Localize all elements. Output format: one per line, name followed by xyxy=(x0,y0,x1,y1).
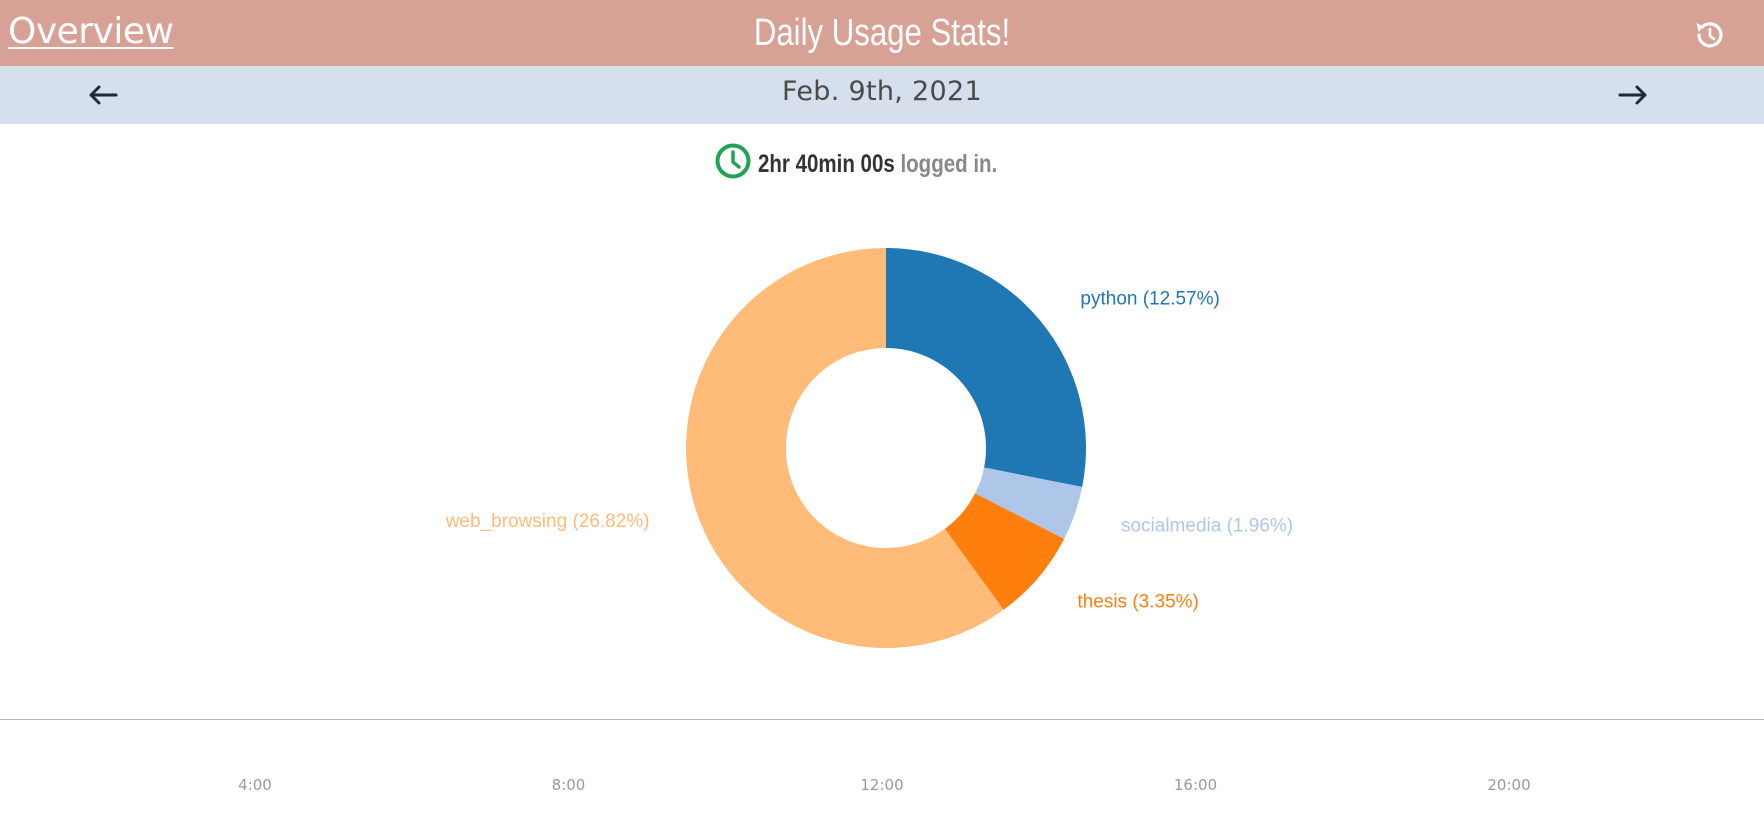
slice-label-socialmedia: socialmedia (1.96%) xyxy=(1121,515,1293,536)
overview-link[interactable]: Overview xyxy=(8,11,174,52)
slice-label-python: python (12.57%) xyxy=(1080,288,1219,309)
donut-slice-thesis xyxy=(944,493,1065,610)
donut-slice-python xyxy=(886,248,1087,487)
header-bar: Overview Daily Usage Stats! xyxy=(0,0,1764,66)
time-logged-summary: 2hr 40min 00s logged in. xyxy=(0,142,1764,182)
current-date: Feb. 9th, 2021 xyxy=(782,76,982,107)
usage-donut-chart: python (12.57%) socialmedia (1.96%) thesis… xyxy=(445,248,1293,648)
slice-label-web_browsing: web_browsing (26.82%) xyxy=(445,511,650,532)
timeline-tick: 12:00 xyxy=(860,776,904,794)
donut-slice-socialmedia xyxy=(975,467,1083,539)
donut-slice-web_browsing xyxy=(685,248,1004,648)
arrow-left-icon[interactable] xyxy=(86,80,120,110)
timeline-tick: 4:00 xyxy=(238,776,272,794)
logged-suffix: logged in. xyxy=(900,149,998,178)
clock-icon xyxy=(714,142,752,180)
logged-duration: 2hr 40min 00s xyxy=(758,149,895,178)
reset-icon[interactable] xyxy=(1690,15,1730,55)
page-title: Daily Usage Stats! xyxy=(753,12,1011,54)
slice-label-thesis: thesis (3.35%) xyxy=(1077,591,1198,612)
timeline-tick: 20:00 xyxy=(1487,776,1531,794)
arrow-right-icon[interactable] xyxy=(1616,80,1650,110)
timeline-tick: 8:00 xyxy=(551,776,586,794)
timeline-tick: 16:00 xyxy=(1173,776,1218,794)
date-navigation: Feb. 9th, 2021 xyxy=(0,66,1764,124)
timeline-axis-line xyxy=(0,719,1764,720)
